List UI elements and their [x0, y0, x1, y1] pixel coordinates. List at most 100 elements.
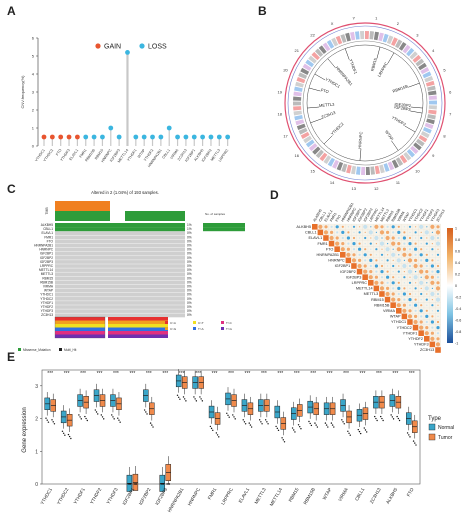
diag-cell: [340, 252, 346, 258]
gene-label: YTHDF1: [348, 58, 358, 75]
x-tick-label: CBLL1: [354, 487, 366, 502]
corr-dot: [430, 235, 435, 241]
corr-dot: [346, 247, 350, 251]
outlier-point: [79, 416, 81, 418]
tmb-bar-lower: [55, 211, 110, 221]
corr-dot: [431, 270, 434, 273]
column-label: YTHDF1: [419, 208, 429, 222]
outlier-point: [94, 409, 97, 411]
corr-dot: [419, 224, 424, 229]
legend-gain-label: GAIN: [104, 44, 121, 51]
gene-label: IGF2BP2: [394, 102, 412, 108]
corr-dot: [430, 264, 434, 268]
corr-dot: [380, 270, 384, 274]
chromosome-number: 16: [295, 153, 300, 158]
chromosome-number: 8: [443, 133, 446, 138]
gene-row-label: HNRNPC: [39, 248, 53, 252]
tmb-bar-right: [125, 211, 185, 221]
y-tick-label: 3: [32, 90, 35, 95]
column-label: WTAP: [402, 211, 411, 222]
gene-row-label: FMR1: [44, 235, 53, 239]
ideogram-band: [298, 127, 308, 135]
titv-band: [108, 324, 168, 328]
ideogram-band: [395, 39, 403, 49]
corr-dot: [385, 247, 390, 252]
lollipop-point: [133, 134, 139, 140]
gene-marker-line: [323, 135, 333, 145]
corr-dot: [413, 275, 418, 280]
corr-dot: [336, 231, 339, 234]
row-label: RBM15: [371, 298, 384, 302]
corr-dot: [392, 248, 394, 250]
corr-dot: [370, 226, 372, 228]
ideogram-band: [418, 135, 428, 143]
gene-label: RBM15B: [392, 83, 409, 93]
x-tick-label: RBM15: [94, 148, 104, 160]
lollipop-point: [158, 134, 164, 140]
outlier-point: [315, 424, 317, 426]
corr-dot: [435, 230, 441, 235]
corr-dot: [397, 270, 400, 273]
outlier-point: [111, 414, 113, 416]
corr-dot: [391, 236, 395, 240]
outlier-point: [365, 431, 368, 433]
scale-label: 0.6: [455, 250, 460, 254]
outlier-point: [215, 432, 218, 434]
lollipop-point: [166, 125, 172, 131]
ideogram-band: [403, 152, 412, 161]
snv-legend-label: C>T: [198, 321, 204, 325]
corr-dot: [403, 287, 406, 290]
outlier-point: [414, 442, 416, 444]
titv-band: [55, 331, 105, 335]
panel-e-letter: E: [7, 350, 16, 364]
corr-dot: [374, 280, 379, 285]
corr-dot: [341, 225, 344, 228]
outlier-point: [267, 423, 269, 425]
corr-dot: [392, 271, 394, 273]
outlier-point: [415, 444, 417, 446]
column-label: HNRNPC: [346, 207, 357, 223]
x-tick-label: HNRNPC: [187, 486, 201, 506]
chromosome-number: 5: [443, 68, 446, 73]
corr-dot: [435, 241, 441, 246]
outlier-point: [276, 427, 279, 430]
row-label: VIRMA: [383, 309, 395, 313]
y-tick-label: 4: [32, 72, 35, 77]
lollipop-point: [49, 134, 55, 140]
corr-dot: [431, 231, 433, 233]
column-label: FMR1: [329, 212, 337, 222]
column-label: IGF2BP3: [363, 208, 374, 223]
corr-dot: [430, 331, 434, 335]
corr-dot: [408, 309, 412, 313]
corr-dot: [414, 253, 417, 256]
corr-dot: [415, 237, 417, 239]
corr-dot: [380, 276, 384, 279]
lollipop-point: [216, 134, 222, 140]
outlier-point: [185, 400, 187, 402]
x-tick-label: IGF2BP3: [109, 148, 121, 162]
ideogram-band: [359, 31, 365, 40]
ideogram-band: [294, 114, 303, 121]
y-tick-label: 6: [32, 36, 35, 41]
outlier-point: [250, 426, 253, 428]
gene-marker-line: [308, 87, 321, 92]
outlier-point: [151, 424, 153, 426]
gene-row-label: ALKBH5: [41, 223, 53, 227]
lollipop-point: [141, 134, 147, 140]
significance-label: ***: [47, 371, 53, 377]
gene-row-label: YTHDF2: [41, 305, 54, 309]
outlier-point: [201, 400, 204, 402]
outlier-point: [264, 419, 267, 421]
row-label: YTHDF2: [408, 337, 423, 341]
gene-marker-line: [410, 106, 423, 109]
diag-cell: [401, 313, 408, 320]
ideogram-band: [422, 126, 432, 134]
ideogram-band: [305, 59, 315, 68]
lollipop-point: [150, 134, 155, 140]
percent-label: 0%: [187, 313, 192, 317]
corr-dot: [357, 263, 362, 269]
outlier-point: [333, 426, 335, 428]
outlier-point: [195, 400, 198, 402]
corr-dot: [402, 236, 406, 240]
